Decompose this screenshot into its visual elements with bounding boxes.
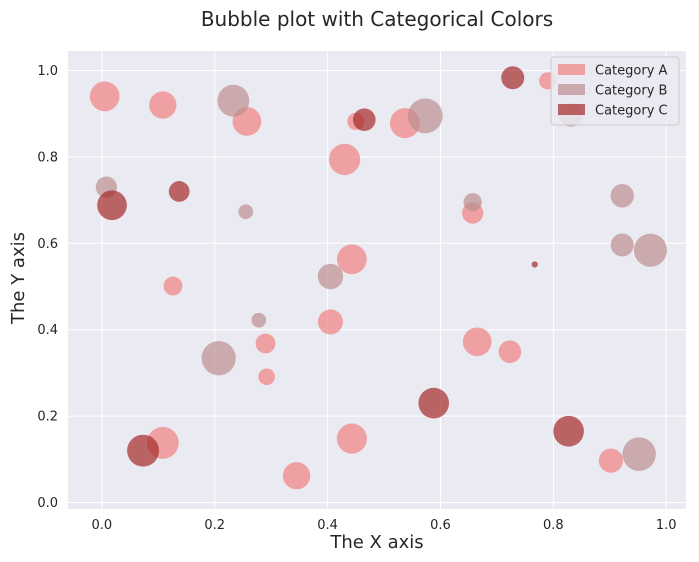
- bubble-point: [168, 181, 190, 202]
- legend-label: Category A: [595, 64, 668, 79]
- bubble-point: [418, 387, 450, 419]
- x-tick-label: 0.6: [430, 518, 451, 533]
- bubble-point: [282, 462, 311, 490]
- bubble-point: [89, 81, 120, 112]
- bubble-point: [337, 244, 367, 275]
- legend-label: Category C: [595, 104, 668, 119]
- bubble-point: [553, 415, 584, 447]
- legend-swatch: [558, 84, 585, 95]
- bubbles: [89, 66, 668, 490]
- bubble-point: [531, 261, 538, 268]
- x-tick-label: 0.4: [317, 518, 338, 533]
- y-tick-label: 0.8: [37, 150, 58, 165]
- bubble-point: [463, 193, 482, 212]
- bubble-point: [501, 66, 525, 90]
- legend-label: Category B: [595, 84, 667, 99]
- bubble-point: [328, 143, 361, 176]
- bubble-point: [633, 233, 668, 267]
- y-tick-label: 0.6: [37, 237, 58, 252]
- bubble-point: [251, 312, 267, 328]
- y-tick-label: 0.0: [37, 496, 58, 511]
- bubble-point: [238, 204, 254, 220]
- bubble-point: [498, 340, 522, 364]
- y-axis-label: The Y axis: [8, 232, 29, 325]
- bubble-point: [217, 84, 250, 117]
- bubble-point: [462, 327, 492, 357]
- x-tick-label: 0.8: [543, 518, 564, 533]
- legend-swatch: [558, 104, 585, 115]
- bubble-point: [255, 333, 276, 354]
- x-tick-label: 0.2: [204, 518, 225, 533]
- legend-swatch: [558, 64, 585, 75]
- series-3: [97, 66, 584, 467]
- bubble-point: [97, 190, 127, 221]
- bubble-point: [127, 434, 160, 467]
- x-axis-label: The X axis: [329, 532, 423, 553]
- bubble-point: [353, 108, 376, 131]
- x-tick-label: 0.0: [92, 518, 113, 533]
- bubble-point: [163, 276, 183, 296]
- chart-title: Bubble plot with Categorical Colors: [201, 7, 553, 31]
- bubble-point: [317, 309, 343, 335]
- legend: Category A Category B Category C: [550, 56, 680, 126]
- bubble-point: [317, 263, 344, 290]
- x-tick-label: 1.0: [656, 518, 677, 533]
- tick-labels: 0.0 0.2 0.4 0.6 0.8 1.0 0.0 0.2 0.4 0.6 0.8 1.0: [37, 64, 676, 533]
- bubble-point: [149, 91, 177, 119]
- bubble-point: [610, 233, 634, 257]
- y-tick-label: 0.2: [37, 410, 58, 425]
- bubble-point: [201, 341, 236, 376]
- bubble-point: [407, 98, 443, 134]
- bubble-point: [258, 368, 275, 386]
- y-tick-label: 1.0: [37, 64, 58, 79]
- bubble-point: [336, 423, 367, 454]
- bubble-point: [598, 448, 624, 473]
- series-1: [89, 72, 624, 490]
- bubble-point: [622, 437, 656, 471]
- y-tick-label: 0.4: [37, 323, 58, 338]
- bubble-point: [610, 184, 634, 208]
